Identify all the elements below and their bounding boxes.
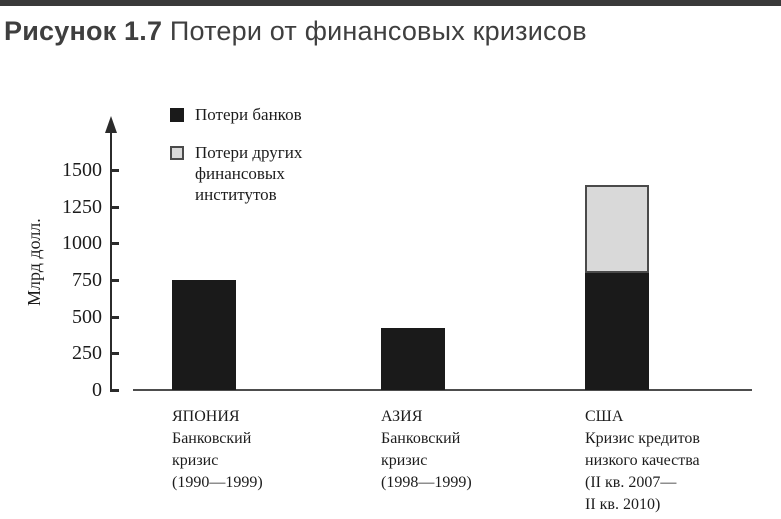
- legend-label-line: Потери банков: [195, 105, 302, 124]
- y-tick-label: 1250: [62, 195, 102, 218]
- bar-segment-banks: [381, 328, 445, 390]
- legend-label: Потери других финансовых институтов: [195, 142, 302, 205]
- y-tick-label: 500: [72, 305, 102, 328]
- category-label-line: (1998—1999): [381, 474, 472, 491]
- category-label-line: кризис: [381, 452, 428, 469]
- y-tick-label: 250: [72, 342, 102, 365]
- bar-segment-banks: [585, 273, 649, 390]
- legend-swatch-banks: [170, 108, 184, 122]
- y-tick-mark: [112, 315, 119, 319]
- category-label-line: Банковский: [381, 430, 461, 447]
- figure-number: Рисунок 1.7: [4, 16, 163, 46]
- category-label: АЗИЯ Банковский кризис (1998—1999): [381, 406, 581, 494]
- category-label-line: низкого качества: [585, 452, 700, 469]
- y-tick-mark: [112, 205, 119, 209]
- y-axis-arrow-icon: [105, 116, 117, 133]
- legend-swatch-other-institutions: [170, 146, 184, 160]
- category-label-line: кризис: [172, 452, 219, 469]
- y-tick-label: 750: [72, 269, 102, 291]
- y-tick-label: 1500: [62, 159, 102, 181]
- category-label: США Кризис кредитов низкого качества (II кв…: [585, 406, 781, 516]
- category-label-line: Банковский: [172, 430, 252, 447]
- bar-segment-other-institutions: [585, 185, 649, 273]
- legend-label-line: финансовых: [195, 164, 285, 183]
- y-tick-mark: [112, 169, 119, 172]
- y-axis-label: Млрд долл.: [24, 218, 44, 306]
- y-tick-mark: [112, 352, 119, 356]
- top-divider-strip: [0, 0, 781, 6]
- legend-label: Потери банков: [195, 104, 302, 125]
- y-tick-label: 0: [92, 379, 102, 401]
- category-label-line: АЗИЯ: [381, 408, 423, 425]
- category-label-line: США: [585, 408, 624, 425]
- figure-caption: Потери от финансовых кризисов: [162, 16, 587, 46]
- category-label: ЯПОНИЯ Банковский кризис (1990—1999): [172, 406, 372, 494]
- figure-title: Рисунок 1.7 Потери от финансовых кризисо…: [4, 16, 587, 47]
- category-label-line: (II кв. 2007—: [585, 474, 677, 491]
- x-axis-line: [133, 389, 752, 391]
- y-tick-mark: [112, 389, 119, 392]
- category-label-line: (1990—1999): [172, 474, 263, 491]
- y-tick-mark: [112, 279, 119, 282]
- category-label-line: ЯПОНИЯ: [172, 408, 240, 425]
- category-label-line: Кризис кредитов: [585, 430, 700, 447]
- y-axis-line: [110, 132, 112, 392]
- y-tick-mark: [112, 242, 119, 246]
- y-tick-label: 1000: [62, 232, 102, 255]
- category-label-line: II кв. 2010): [585, 496, 661, 513]
- legend-label-line: Потери других: [195, 143, 303, 162]
- bar-segment-banks: [172, 280, 236, 390]
- legend-label-line: институтов: [195, 185, 277, 204]
